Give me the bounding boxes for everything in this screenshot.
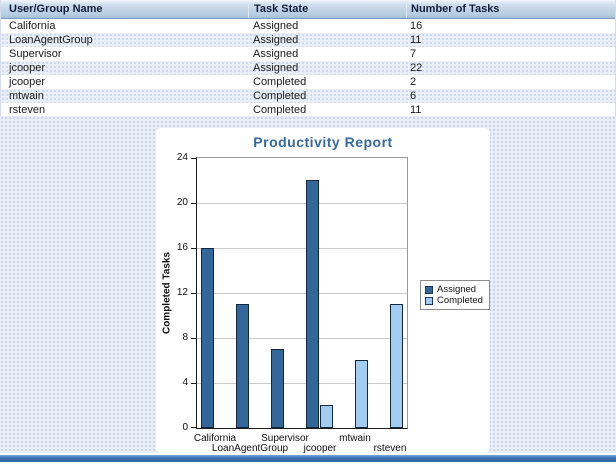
cell-user-group: Supervisor	[9, 48, 62, 60]
table-row[interactable]: LoanAgentGroup Assigned 11	[1, 33, 615, 47]
cell-user-group: mtwain	[9, 90, 44, 102]
column-header-user-group-name: User/Group Name	[9, 3, 103, 15]
bar-completed-jcooper	[320, 405, 333, 428]
y-tick	[191, 383, 196, 384]
bar-assigned-California	[201, 248, 214, 428]
x-tick-label: jcooper	[303, 443, 337, 454]
table-row[interactable]: jcooper Completed 2	[1, 75, 615, 89]
y-tick	[191, 293, 196, 294]
gridline	[197, 383, 407, 384]
legend-item: Assigned	[425, 284, 483, 295]
gridline	[197, 338, 407, 339]
cell-task-count: 11	[410, 34, 422, 46]
table-header-row: User/Group Name Task State Number of Tas…	[1, 0, 615, 19]
x-tick-label: LoanAgentGroup	[211, 443, 289, 454]
cell-task-state: Completed	[253, 76, 307, 88]
bar-assigned-Supervisor	[271, 349, 284, 428]
y-tick	[191, 158, 196, 159]
cell-task-count: 6	[410, 90, 417, 102]
y-tick-label: 0	[182, 422, 188, 433]
gridline	[197, 293, 407, 294]
table-body: California Assigned 16 LoanAgentGroup Assign…	[1, 19, 615, 117]
cell-task-state: Completed	[253, 90, 307, 102]
legend: Assigned Completed	[420, 280, 490, 310]
y-tick	[191, 338, 196, 339]
y-tick-label: 16	[176, 242, 188, 253]
cell-task-state: Assigned	[253, 48, 299, 60]
cell-task-state: Assigned	[253, 20, 299, 32]
y-tick	[191, 248, 196, 249]
legend-item: Completed	[425, 295, 483, 306]
cell-task-count: 16	[410, 20, 423, 32]
tasks-table: User/Group Name Task State Number of Tas…	[0, 0, 616, 117]
x-tick-label: rsteven	[373, 443, 407, 454]
legend-swatch-completed	[425, 296, 433, 305]
y-tick	[191, 203, 196, 204]
table-row[interactable]: California Assigned 16	[1, 19, 615, 33]
bar-assigned-jcooper	[306, 180, 319, 428]
cell-task-state: Assigned	[253, 34, 299, 46]
cell-task-state: Assigned	[253, 62, 299, 74]
cell-task-count: 22	[410, 62, 423, 74]
y-tick-label: 4	[182, 377, 188, 388]
cell-task-state: Completed	[253, 104, 307, 116]
cell-task-count: 11	[410, 104, 422, 116]
gridline	[197, 248, 407, 249]
cell-user-group: LoanAgentGroup	[9, 34, 93, 46]
cell-user-group: California	[9, 20, 56, 32]
table-row[interactable]: Supervisor Assigned 7	[1, 47, 615, 61]
column-header-task-state: Task State	[248, 1, 406, 18]
y-tick-label: 12	[176, 287, 188, 298]
legend-label: Completed	[437, 295, 483, 306]
y-tick-label: 24	[176, 152, 188, 163]
column-header-number-of-tasks: Number of Tasks	[406, 1, 615, 18]
table-row[interactable]: jcooper Assigned 22	[1, 61, 615, 75]
y-tick-label: 20	[176, 197, 188, 208]
cell-user-group: jcooper	[9, 76, 46, 88]
bar-completed-rsteven	[390, 304, 403, 428]
x-tick-label: Supervisor	[261, 433, 309, 444]
chart-title: Productivity Report	[253, 134, 393, 150]
bar-assigned-LoanAgentGroup	[236, 304, 249, 428]
legend-swatch-assigned	[425, 285, 433, 294]
footer-bar	[0, 455, 616, 462]
x-tick-label: California	[193, 433, 237, 444]
y-tick-label: 8	[182, 332, 188, 343]
cell-task-count: 2	[410, 76, 417, 88]
x-tick-label: mtwain	[339, 433, 371, 444]
bar-completed-mtwain	[355, 360, 368, 428]
cell-user-group: jcooper	[9, 62, 46, 74]
cell-user-group: rsteven	[9, 104, 46, 116]
plot-area: Completed Tasks 0 4 8 12 16 20 24 California Loa…	[162, 152, 408, 454]
table-row[interactable]: mtwain Completed 6	[1, 89, 615, 103]
legend-label: Assigned	[437, 284, 477, 295]
y-tick	[191, 427, 196, 428]
table-row[interactable]: rsteven Completed 11	[1, 103, 615, 117]
gridline	[197, 203, 407, 204]
cell-task-count: 7	[410, 48, 417, 60]
